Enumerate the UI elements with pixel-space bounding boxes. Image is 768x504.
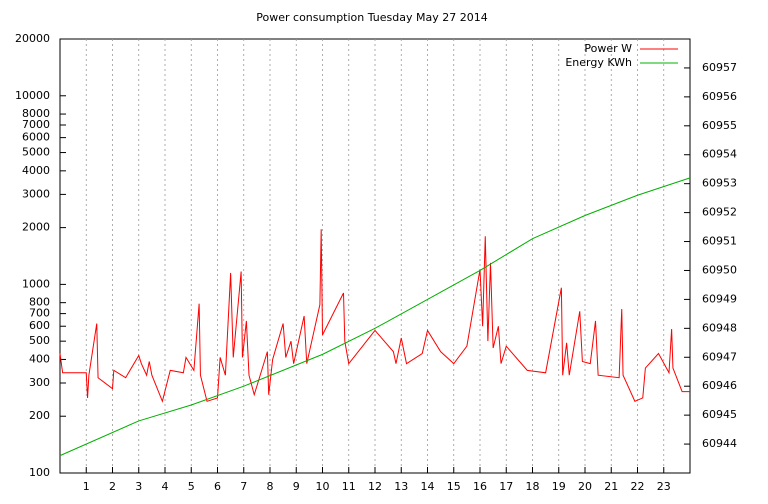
y-tick-label: 20000 (15, 32, 50, 45)
x-tick-label: 23 (657, 480, 671, 493)
x-tick-label: 11 (342, 480, 356, 493)
legend-label: Energy KWh (565, 56, 632, 69)
legend-label: Power W (584, 42, 632, 55)
y2-tick-label: 60950 (702, 263, 737, 276)
y2-tick-label: 60949 (702, 292, 737, 305)
series-line (59, 229, 690, 403)
x-tick-label: 1 (83, 480, 90, 493)
x-tick-label: 8 (267, 480, 274, 493)
y2-tick-label: 60956 (702, 90, 737, 103)
x-tick-label: 17 (499, 480, 513, 493)
y-tick-label: 600 (29, 319, 50, 332)
y-tick-label: 700 (29, 307, 50, 320)
y-tick-label: 100 (29, 466, 50, 479)
x-tick-label: 4 (162, 480, 169, 493)
x-tick-label: 12 (368, 480, 382, 493)
y2-tick-label: 60946 (702, 379, 737, 392)
x-tick-label: 22 (631, 480, 645, 493)
y2-tick-label: 60957 (702, 61, 737, 74)
y-tick-label: 500 (29, 334, 50, 347)
x-tick-label: 2 (109, 480, 116, 493)
x-tick-label: 3 (135, 480, 142, 493)
y-tick-label: 7000 (22, 118, 50, 131)
y2-tick-label: 60947 (702, 350, 737, 363)
x-tick-label: 15 (447, 480, 461, 493)
y2-tick-label: 60953 (702, 177, 737, 190)
x-tick-label: 19 (552, 480, 566, 493)
y2-tick-label: 60944 (702, 437, 737, 450)
y-tick-label: 800 (29, 296, 50, 309)
y-tick-label: 10000 (15, 89, 50, 102)
y2-tick-label: 60952 (702, 206, 737, 219)
y2-tick-label: 60945 (702, 408, 737, 421)
series-line (59, 177, 691, 457)
y2-tick-label: 60951 (702, 235, 737, 248)
y2-tick-label: 60948 (702, 321, 737, 334)
x-tick-label: 6 (214, 480, 221, 493)
y2-tick-label: 60954 (702, 148, 737, 161)
y-tick-label: 2000 (22, 221, 50, 234)
x-tick-label: 7 (240, 480, 247, 493)
y-tick-label: 4000 (22, 164, 50, 177)
x-tick-label: 20 (578, 480, 592, 493)
y-tick-label: 300 (29, 376, 50, 389)
y-tick-label: 200 (29, 409, 50, 422)
y-tick-label: 5000 (22, 146, 50, 159)
x-tick-label: 13 (394, 480, 408, 493)
x-tick-label: 5 (188, 480, 195, 493)
x-tick-label: 10 (316, 480, 330, 493)
y-tick-label: 400 (29, 352, 50, 365)
y2-tick-label: 60955 (702, 119, 737, 132)
x-tick-label: 18 (526, 480, 540, 493)
x-tick-label: 9 (293, 480, 300, 493)
chart-title: Power consumption Tuesday May 27 2014 (256, 11, 487, 24)
y-tick-label: 1000 (22, 277, 50, 290)
y-tick-label: 6000 (22, 131, 50, 144)
y-tick-label: 3000 (22, 187, 50, 200)
y-tick-label: 8000 (22, 107, 50, 120)
x-tick-label: 21 (604, 480, 618, 493)
x-tick-label: 16 (473, 480, 487, 493)
x-tick-label: 14 (421, 480, 435, 493)
